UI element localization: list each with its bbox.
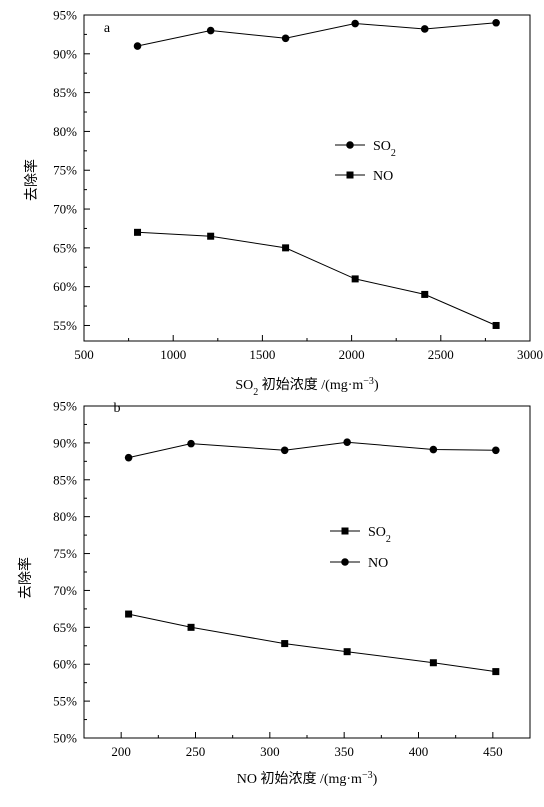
data-point — [125, 610, 133, 618]
legend-label: SO2 — [368, 525, 391, 545]
x-tick-label: 2500 — [428, 347, 454, 362]
legend-marker — [341, 558, 349, 566]
legend-entry: NO — [335, 169, 393, 184]
x-tick-label: 1500 — [249, 347, 275, 362]
data-point — [429, 445, 438, 454]
data-point — [280, 446, 289, 455]
x-tick-label: 350 — [334, 744, 354, 759]
panel-label: a — [104, 21, 111, 36]
y-tick-label: 75% — [53, 163, 77, 178]
y-tick-label: 95% — [53, 8, 77, 23]
chart-panel-b: 50% 55% 60% 65% 70% 75% 80% 85% 90% 95% 200 250 300 3… — [17, 399, 531, 788]
y-tick-label: 55% — [53, 318, 77, 333]
y-tick-label: 80% — [53, 124, 77, 139]
x-tick-label: 1000 — [160, 347, 186, 362]
data-point — [420, 25, 429, 33]
series-line — [128, 441, 496, 459]
y-tick-label: 70% — [53, 202, 77, 217]
data-point — [134, 228, 142, 236]
data-point — [492, 321, 500, 329]
data-point — [133, 42, 142, 50]
y-axis-title: 去除率 — [23, 159, 40, 201]
data-point — [492, 446, 500, 455]
y-tick-label: 85% — [53, 85, 77, 100]
data-point — [343, 648, 351, 656]
data-point — [429, 659, 437, 667]
data-point — [187, 439, 195, 448]
legend-marker — [346, 141, 354, 149]
series-square — [125, 610, 500, 676]
y-tick-label: 85% — [53, 472, 77, 487]
x-tick-label: 450 — [483, 744, 503, 759]
x-tick-label: 300 — [260, 744, 280, 759]
series-line — [137, 22, 497, 47]
series-circle — [133, 18, 500, 50]
x-tick-label: 3000 — [517, 347, 543, 362]
y-tick-label: 80% — [53, 509, 77, 524]
y-tick-label: 65% — [53, 620, 77, 635]
y-tick-label: 50% — [53, 731, 77, 746]
chart-panel-a: 55% 60% 65% 70% 75% 80% 85% 90% 95% 500 1000 1500 20… — [23, 8, 543, 398]
x-tick-label: 2000 — [339, 347, 365, 362]
plot-frame — [83, 405, 531, 739]
y-tick-label: 70% — [53, 583, 77, 598]
data-point — [492, 668, 500, 676]
legend-label: NO — [373, 169, 393, 184]
data-point — [351, 275, 359, 283]
y-tick-label: 95% — [53, 399, 77, 414]
data-point — [124, 453, 133, 462]
data-point — [281, 640, 289, 648]
legend-label: SO2 — [373, 139, 396, 159]
data-point — [351, 19, 359, 28]
y-tick-label: 60% — [53, 279, 77, 294]
legend-marker — [341, 527, 349, 535]
legend-label: NO — [368, 556, 388, 571]
x-tick-label: 500 — [74, 347, 94, 362]
x-axis-title: NO 初始浓度 /(mg·m−3) — [237, 770, 378, 788]
x-tick-label: 400 — [409, 744, 429, 759]
panel-label: b — [114, 401, 121, 416]
y-tick-label: 90% — [53, 46, 77, 61]
data-point — [343, 438, 351, 446]
y-tick-label: 60% — [53, 657, 77, 672]
data-point — [206, 26, 215, 35]
y-axis-title: 去除率 — [17, 557, 34, 599]
y-tick-label: 90% — [53, 435, 77, 450]
y-tick-label: 65% — [53, 240, 77, 255]
series-square — [134, 228, 500, 329]
data-point — [282, 244, 290, 252]
legend-entry: NO — [330, 556, 388, 571]
legend-entry: SO2 — [335, 139, 396, 159]
data-point — [421, 290, 429, 298]
series-line — [137, 231, 497, 326]
series-circle — [124, 438, 500, 462]
x-tick-label: 200 — [111, 744, 131, 759]
data-point — [281, 34, 290, 43]
x-tick-label: 250 — [186, 744, 206, 759]
legend-entry: SO2 — [330, 525, 391, 545]
x-axis-title: SO2 初始浓度 /(mg·m−3) — [235, 376, 379, 398]
y-tick-label: 75% — [53, 546, 77, 561]
legend-marker — [346, 171, 354, 179]
plot-frame — [83, 14, 531, 342]
series-line — [128, 613, 496, 673]
data-point — [187, 623, 195, 631]
y-tick-label: 55% — [53, 694, 77, 709]
data-point — [207, 232, 215, 240]
data-point — [492, 18, 500, 27]
